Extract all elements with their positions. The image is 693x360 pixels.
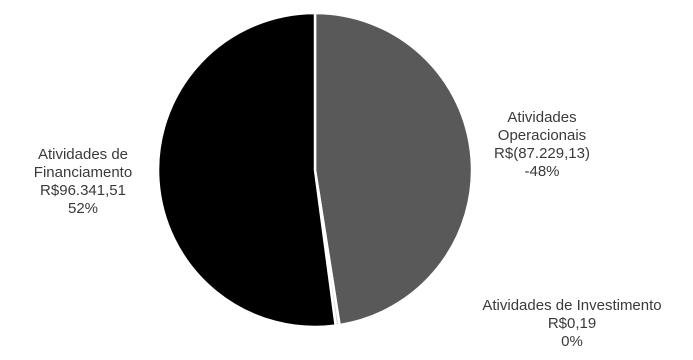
pie-slices (156, 11, 474, 329)
slice-name-line: Atividades de (37, 146, 129, 163)
pie-slice-0 (313, 11, 474, 327)
slice-name-line: Atividades de Investimento (482, 297, 662, 314)
slice-value-label: R$0,19 (547, 315, 597, 332)
slice-name-line: Atividades (507, 109, 577, 126)
slice-value-label: R$(87.229,13) (494, 145, 590, 162)
slice-label-operacionais: Atividades Operacionais R$(87.229,13) -4… (482, 109, 602, 181)
slice-percent-label: 0% (561, 333, 583, 350)
slice-label-financiamento: Atividades de Financiamento R$96.341,51 … (8, 146, 158, 218)
slice-percent-label: -48% (524, 163, 560, 180)
slice-value-label: R$96.341,51 (40, 182, 126, 199)
slice-percent-label: 52% (67, 200, 99, 217)
slice-name-line: Operacionais (497, 127, 587, 144)
slice-name-line: Financiamento (33, 164, 133, 181)
pie-slice-2 (156, 11, 337, 329)
slice-label-investimento: Atividades de Investimento R$0,19 0% (452, 297, 692, 351)
